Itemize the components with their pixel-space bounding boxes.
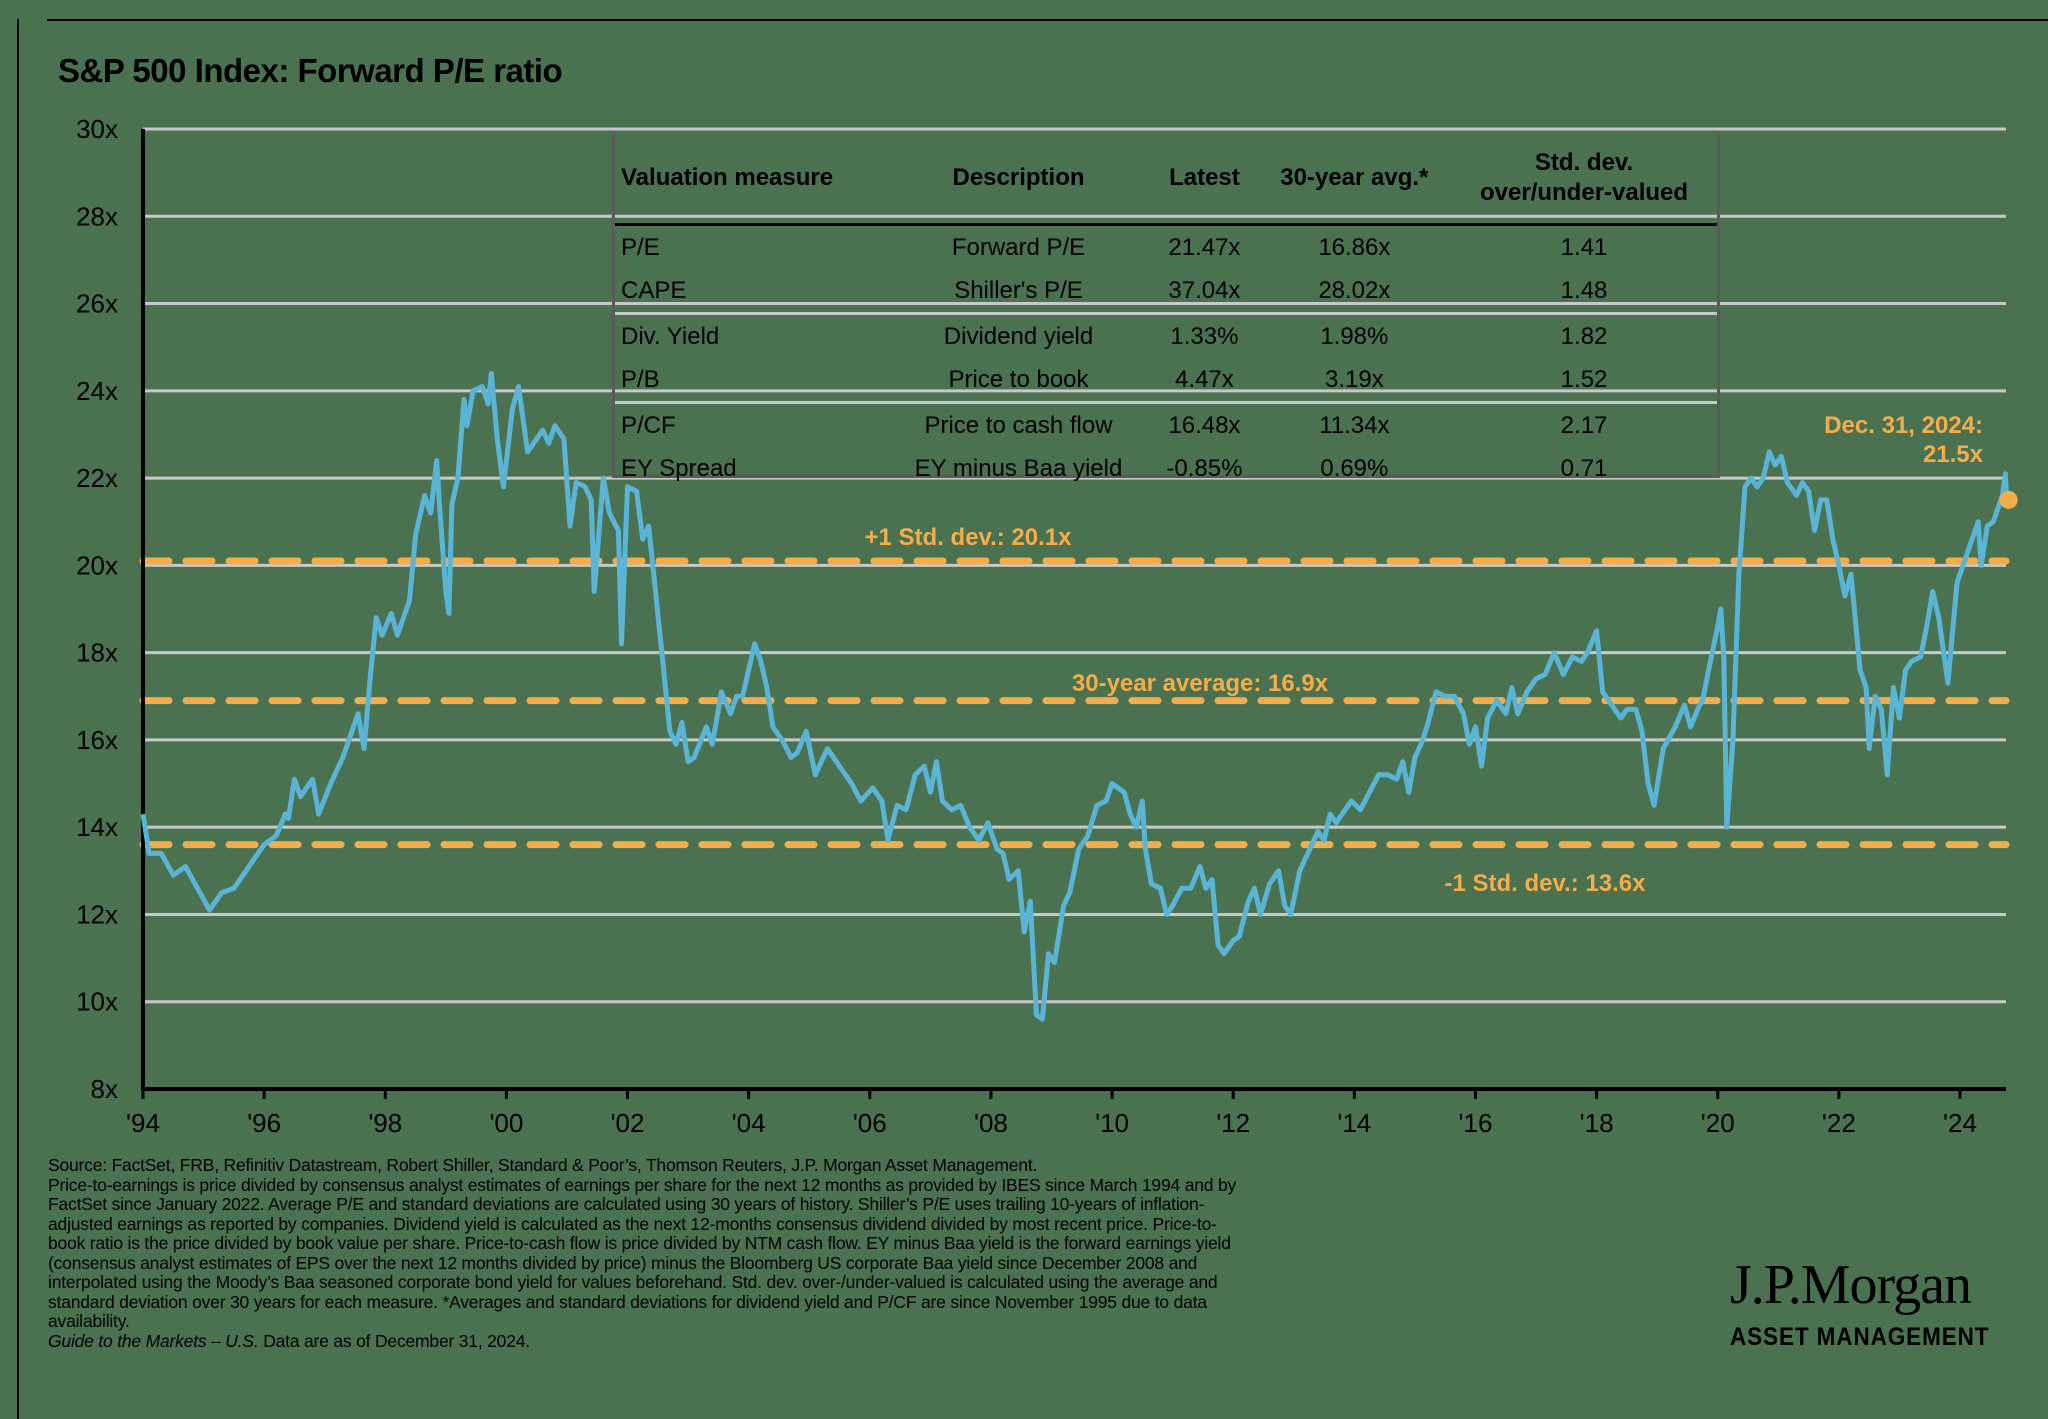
header-measure: Valuation measure [615, 133, 886, 226]
y-tick-label: 12x [76, 899, 118, 929]
footnote-line: FactSet since January 2022. Average P/E … [48, 1194, 1205, 1214]
plus-std-dev-label: +1 Std. dev.: 20.1x [865, 524, 1073, 551]
footnote-line: standard deviation over 30 years for eac… [48, 1291, 1207, 1312]
x-tick-label: '18 [1580, 1108, 1614, 1138]
y-tick-label: 28x [76, 201, 118, 231]
table-row: EY Spread EY minus Baa yield -0.85% 0.69% 0.… [615, 447, 1717, 490]
y-tick-label: 26x [76, 289, 118, 319]
cell-latest: 4.47x [1175, 365, 1234, 393]
table-row: P/CF Price to cash flow 16.48x 11.34x 2.17 [615, 402, 1717, 448]
forward-pe-series-line [140, 370, 2010, 1022]
x-tick-label: '08 [974, 1108, 1008, 1138]
latest-value-label: 21.5x [1923, 441, 1984, 468]
x-tick-label: '00 [489, 1108, 523, 1138]
y-tick-label: 20x [76, 550, 118, 580]
cell-measure: CAPE [621, 276, 687, 304]
header-latest: Latest [1151, 133, 1258, 226]
cell-avg: 11.34x [1319, 411, 1390, 439]
cell-description: Forward P/E [951, 233, 1086, 261]
chart-title: S&P 500 Index: Forward P/E ratio [58, 52, 563, 89]
header-30yr-avg: 30-year avg.* [1257, 133, 1452, 226]
x-tick-label: '98 [368, 1108, 402, 1138]
cell-avg: 3.19x [1324, 365, 1384, 393]
y-tick-label: 8x [91, 1074, 118, 1104]
cell-measure: Div. Yield [621, 322, 720, 350]
logo-wordmark: J.P.Morgan [1730, 1254, 1972, 1316]
footnote-line: interpolated using the Moody’s Baa seaso… [48, 1272, 1218, 1292]
x-tick-label: '10 [1095, 1108, 1129, 1138]
frame-left-border [17, 19, 19, 1419]
frame-top-border [47, 19, 2048, 21]
cell-latest: -0.85% [1166, 454, 1243, 482]
table-row: P/E Forward P/E 21.47x 16.86x 1.41 [615, 225, 1717, 270]
footnote-line: book ratio is the price divided by book … [48, 1233, 1231, 1253]
y-tick-label: 18x [76, 638, 118, 668]
x-tick-label: '02 [611, 1108, 645, 1138]
cell-std: 1.41 [1560, 233, 1608, 261]
x-tick-label: '20 [1701, 1108, 1735, 1138]
footnote-line: (consensus analyst estimates of EPS over… [48, 1252, 1198, 1273]
y-tick-label: 16x [76, 725, 118, 755]
footnote-line: availability. [48, 1311, 130, 1331]
footnote: Source: FactSet, FRB, Refinitiv Datastre… [48, 1155, 1688, 1351]
footnote-line: adjusted earnings as reported by compani… [48, 1213, 1217, 1234]
cell-avg: 0.69% [1320, 454, 1389, 482]
y-tick-label: 10x [76, 987, 118, 1017]
cell-latest: 1.33% [1170, 322, 1239, 350]
cell-std: 1.48 [1560, 276, 1608, 304]
footnote-line: Price-to-earnings is price divided by co… [48, 1174, 1237, 1195]
cell-measure: P/B [621, 365, 660, 393]
cell-latest: 37.04x [1168, 276, 1241, 304]
cell-latest: 16.48x [1168, 411, 1241, 439]
x-tick-label: '16 [1459, 1108, 1493, 1138]
y-tick-label: 22x [76, 463, 118, 493]
cell-avg: 28.02x [1318, 276, 1391, 304]
minus-std-dev-label: -1 Std. dev.: 13.6x [1445, 870, 1647, 897]
data-as-of: Data are as of December 31, 2024. [258, 1330, 530, 1351]
table-row: P/B Price to book 4.47x 3.19x 1.52 [615, 358, 1717, 403]
cell-std: 0.71 [1560, 454, 1608, 482]
x-tick-label: '94 [126, 1108, 160, 1138]
y-tick-label: 14x [76, 812, 118, 842]
x-tick-label: '12 [1216, 1108, 1250, 1138]
cell-avg: 1.98% [1320, 322, 1389, 350]
x-tick-label: '96 [247, 1108, 281, 1138]
cell-std: 1.52 [1560, 365, 1608, 393]
cell-latest: 21.47x [1168, 233, 1241, 261]
cell-description: EY minus Baa yield [914, 454, 1123, 482]
table-row: Div. Yield Dividend yield 1.33% 1.98% 1.82 [615, 313, 1717, 359]
cell-description: Dividend yield [943, 322, 1094, 350]
y-tick-label: 30x [76, 114, 118, 144]
forward-pe-line-chart: 30x 28x 26x 24x 22x 20x 18x 16x 14x 12x 10x 8x '94 '9… [76, 114, 2018, 1138]
y-tick-label: 24x [76, 376, 118, 406]
header-description: Description [885, 133, 1152, 226]
cell-std: 2.17 [1560, 411, 1608, 439]
cell-description: Price to book [948, 365, 1089, 393]
jp-morgan-logo: J.P.Morgan ASSET MANAGEMENT [1730, 1255, 2030, 1352]
latest-date-label: Dec. 31, 2024: [1824, 412, 1983, 439]
x-tick-label: '24 [1943, 1108, 1977, 1138]
logo-subtitle: ASSET MANAGEMENT [1730, 1323, 1990, 1351]
cell-measure: P/E [621, 233, 660, 261]
footnote-line: Source: FactSet, FRB, Refinitiv Datastre… [48, 1155, 1038, 1175]
x-tick-label: '04 [732, 1108, 766, 1138]
average-label: 30-year average: 16.9x [1072, 670, 1329, 697]
x-tick-label: '06 [853, 1108, 887, 1138]
cell-description: Shiller's P/E [954, 276, 1083, 304]
valuation-table: Valuation measure Description Latest 30-… [612, 133, 1720, 482]
cell-std: 1.82 [1560, 322, 1608, 350]
latest-value-marker [1999, 490, 2018, 509]
header-std-dev: Std. dev. over/under-valued [1451, 133, 1717, 226]
cell-avg: 16.86x [1318, 233, 1391, 261]
x-tick-label: '14 [1337, 1108, 1371, 1138]
table-row: CAPE Shiller's P/E 37.04x 28.02x 1.48 [615, 269, 1717, 314]
guide-title: Guide to the Markets – U.S. [48, 1330, 259, 1351]
x-tick-label: '22 [1822, 1108, 1856, 1138]
cell-measure: P/CF [621, 411, 676, 439]
cell-description: Price to cash flow [924, 411, 1113, 439]
table-header-row: Valuation measure Description Latest 30-… [615, 133, 1717, 226]
cell-measure: EY Spread [621, 454, 737, 482]
